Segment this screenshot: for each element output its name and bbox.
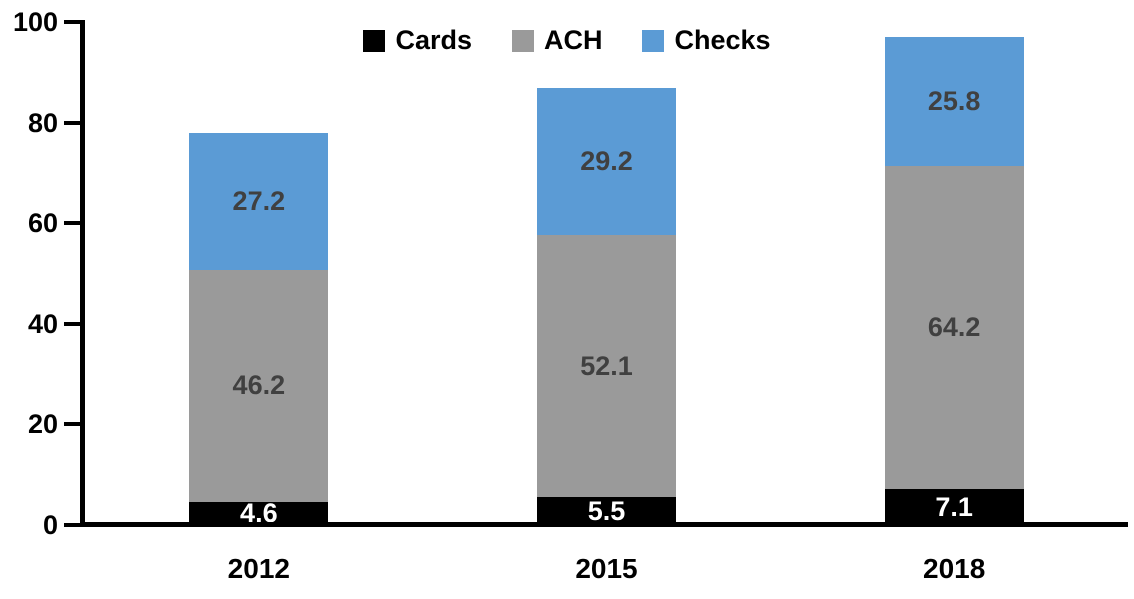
category-label-2018: 2018 xyxy=(923,553,986,584)
legend-item-ach: ACH xyxy=(511,25,603,55)
bar-segment-ach-2012: 46.2 xyxy=(189,269,329,502)
bar-value-label: 25.8 xyxy=(927,85,981,116)
y-axis-tick-label: 60 xyxy=(27,208,58,239)
x-axis-line xyxy=(80,522,1128,527)
legend-label: Checks xyxy=(674,25,771,55)
y-axis-tick xyxy=(64,321,81,326)
bar-2012: 4.6 46.2 27.2 xyxy=(189,132,329,528)
legend-label: ACH xyxy=(543,25,603,55)
bar-value-label: 29.2 xyxy=(580,146,633,177)
legend-swatch-icon xyxy=(363,29,386,52)
bar-segment-checks-2015: 29.2 xyxy=(537,88,676,236)
bar-value-label: 64.2 xyxy=(927,312,981,343)
bar-segment-ach-2018: 64.2 xyxy=(884,166,1024,490)
bar-segment-cards-2015: 5.5 xyxy=(537,497,676,525)
y-axis-tick xyxy=(64,523,81,527)
legend-item-checks: Checks xyxy=(642,25,771,55)
y-axis-tick xyxy=(64,20,81,24)
category-label-2015: 2015 xyxy=(575,553,638,584)
chart-legend: Cards ACH Checks xyxy=(0,27,1134,54)
bar-value-label: 46.2 xyxy=(232,370,286,401)
y-axis-tick-label: 0 xyxy=(42,510,58,540)
y-axis-tick-label: 20 xyxy=(27,409,58,440)
bar-segment-cards-2012: 4.6 xyxy=(189,497,329,528)
bar-2018: 7.1 64.2 25.8 xyxy=(884,36,1024,525)
plot-area: 4.6 46.2 27.2 5.5 52.1 29.2 7.1 64.2 25.8 xyxy=(85,22,1128,528)
bar-2015: 5.5 52.1 29.2 xyxy=(537,88,676,525)
category-label-2012: 2012 xyxy=(227,553,290,584)
bar-segment-cards-2018: 7.1 xyxy=(884,489,1024,525)
legend-swatch-icon xyxy=(642,29,665,52)
y-axis-tick xyxy=(64,221,81,226)
y-axis-tick-label: 100 xyxy=(12,7,58,37)
y-axis-line xyxy=(80,20,85,527)
bar-segment-checks-2012: 27.2 xyxy=(189,132,329,270)
legend-swatch-icon xyxy=(511,29,534,52)
y-axis-tick xyxy=(64,422,81,427)
y-axis-tick xyxy=(64,120,81,125)
legend-item-cards: Cards xyxy=(363,27,472,54)
legend-label: Cards xyxy=(395,25,472,55)
bar-segment-checks-2018: 25.8 xyxy=(884,36,1024,167)
bar-value-label: 52.1 xyxy=(580,350,633,381)
bar-segment-ach-2015: 52.1 xyxy=(537,235,676,498)
bar-value-label: 7.1 xyxy=(935,491,973,522)
bar-value-label: 27.2 xyxy=(232,185,286,216)
bar-value-label: 5.5 xyxy=(587,495,626,526)
y-axis-tick-label: 40 xyxy=(27,308,58,339)
y-axis-tick-label: 80 xyxy=(27,107,58,138)
bar-value-label: 4.6 xyxy=(240,497,278,528)
